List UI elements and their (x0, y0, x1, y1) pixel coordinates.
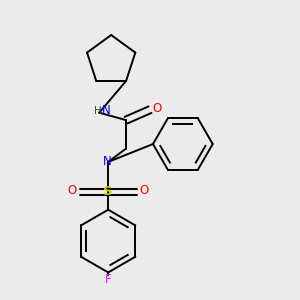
Text: N: N (103, 154, 112, 167)
Text: F: F (105, 273, 112, 286)
Text: O: O (140, 184, 149, 197)
Text: H: H (94, 106, 102, 116)
Text: O: O (153, 102, 162, 115)
Text: O: O (68, 184, 77, 197)
Text: N: N (102, 104, 111, 117)
Text: S: S (103, 185, 113, 198)
